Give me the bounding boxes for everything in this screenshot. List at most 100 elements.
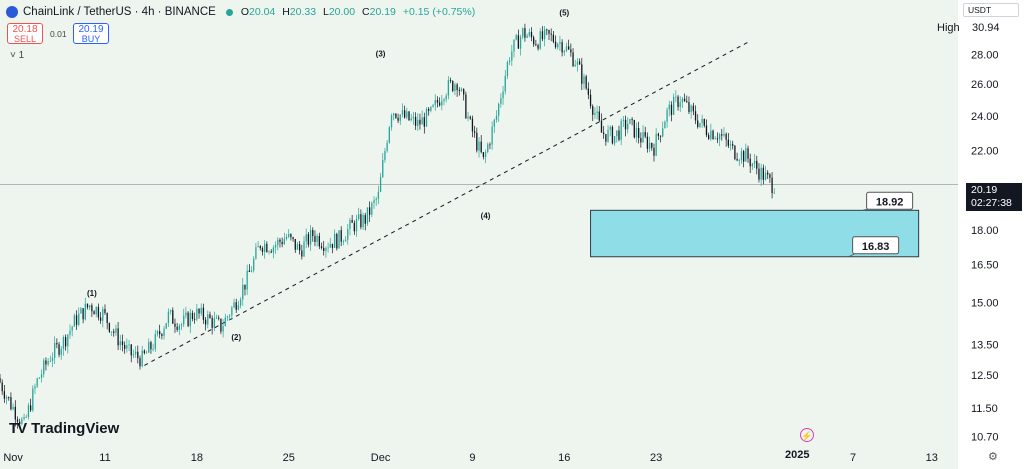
candle-body <box>25 416 27 418</box>
candle-body <box>681 98 684 103</box>
settings-gear-icon[interactable]: ⚙ <box>988 451 998 463</box>
candle-body <box>211 318 213 328</box>
candle-body <box>734 145 736 159</box>
candle-body <box>725 133 727 140</box>
currency-selector[interactable]: USDT <box>963 3 1019 17</box>
candle-body <box>513 39 515 52</box>
candle-body <box>71 326 73 331</box>
buy-label: BUY <box>81 33 101 44</box>
y-tick-label: 12.50 <box>971 370 999 382</box>
open-value: 20.04 <box>248 6 276 18</box>
candle-body <box>64 337 67 347</box>
tradingview-logo[interactable]: TV TradingView <box>9 420 119 437</box>
candle-body <box>714 138 716 140</box>
x-tick-label: 18 <box>191 452 203 464</box>
spread-value: 0.01 <box>50 29 67 39</box>
candle-body <box>664 121 666 129</box>
candle-body <box>150 342 152 350</box>
candle-body <box>495 115 498 120</box>
candle-body <box>524 28 526 38</box>
candle-body <box>377 191 380 199</box>
candle-body <box>576 61 579 65</box>
time-axis[interactable] <box>0 444 958 469</box>
candle-body <box>290 234 292 238</box>
candle-body <box>581 64 583 84</box>
bar-countdown: 02:27:38 <box>971 197 1012 209</box>
candle-body <box>539 31 541 49</box>
candle-body <box>624 119 627 130</box>
candle-body <box>423 117 425 127</box>
candle-body <box>417 119 419 126</box>
target-label-box[interactable] <box>852 236 900 255</box>
x-tick-label: 11 <box>99 452 110 464</box>
symbol-header[interactable]: ChainLink / TetherUS · 4h · BINANCE O20.… <box>6 4 479 20</box>
symbol-title[interactable]: ChainLink / TetherUS · 4h · BINANCE <box>23 6 216 18</box>
target-label-box[interactable] <box>866 191 914 210</box>
candle-body <box>36 378 38 387</box>
candle-body <box>480 141 482 153</box>
candle-body <box>366 207 369 224</box>
candle-body <box>611 126 614 144</box>
x-tick-label: 23 <box>650 452 662 464</box>
trendline[interactable] <box>144 41 749 366</box>
candle-body <box>631 118 633 120</box>
candle-body <box>712 130 714 140</box>
candle-body <box>773 192 775 194</box>
candle-body <box>747 148 749 159</box>
candle-body <box>570 49 572 53</box>
candle-body <box>204 319 207 325</box>
candle-body <box>469 116 471 119</box>
candle-body <box>128 344 130 346</box>
candle-body <box>620 120 622 140</box>
candle-body <box>156 331 159 335</box>
high-value: 20.33 <box>289 6 317 18</box>
candle-body <box>421 117 423 125</box>
candle-body <box>78 313 80 325</box>
candle-body <box>288 234 290 237</box>
candle-body <box>187 312 189 327</box>
candle-body <box>108 323 111 332</box>
candle-body <box>436 100 439 103</box>
collapse-indicators-button[interactable]: ˅ 1 <box>10 50 25 61</box>
lightning-icon[interactable]: ⚡ <box>800 428 814 442</box>
candle-body <box>484 152 487 157</box>
candle-body <box>727 139 729 146</box>
candle-body <box>644 132 646 137</box>
eye-icon[interactable] <box>225 8 233 16</box>
candle-body <box>434 100 436 105</box>
candle-body <box>174 323 176 327</box>
candle-body <box>316 235 318 242</box>
candle-body <box>159 331 161 335</box>
candle-body <box>414 116 417 126</box>
candle-body <box>603 132 605 135</box>
candle-body <box>618 130 620 140</box>
candle-body <box>723 133 725 136</box>
candle-body <box>666 109 668 122</box>
x-tick-label: Dec <box>371 452 391 464</box>
candle-body <box>506 62 509 76</box>
candle-body <box>646 136 649 149</box>
candle-body <box>115 328 117 333</box>
buy-button[interactable]: 20.19 BUY <box>73 23 109 44</box>
price-axis[interactable] <box>958 0 1024 469</box>
high-marker-label: High <box>937 22 960 34</box>
candle-body <box>640 138 642 143</box>
target-label: 16.83 <box>862 241 890 253</box>
candle-body <box>543 29 546 40</box>
x-tick-label: 9 <box>469 452 475 464</box>
candle-body <box>303 241 305 257</box>
candle-body <box>301 250 303 257</box>
y-tick-label: 28.00 <box>971 50 999 62</box>
candle-body <box>198 308 200 314</box>
candle-body <box>526 35 528 38</box>
sell-button[interactable]: 20.18 SELL <box>7 23 43 44</box>
candle-body <box>305 234 307 242</box>
candle-body <box>69 330 71 335</box>
candle-body <box>355 218 358 232</box>
candle-body <box>148 342 150 353</box>
candle-body <box>662 128 664 137</box>
candle-body <box>165 323 167 329</box>
candle-body <box>141 350 143 367</box>
wave-label: (3) <box>376 49 386 58</box>
